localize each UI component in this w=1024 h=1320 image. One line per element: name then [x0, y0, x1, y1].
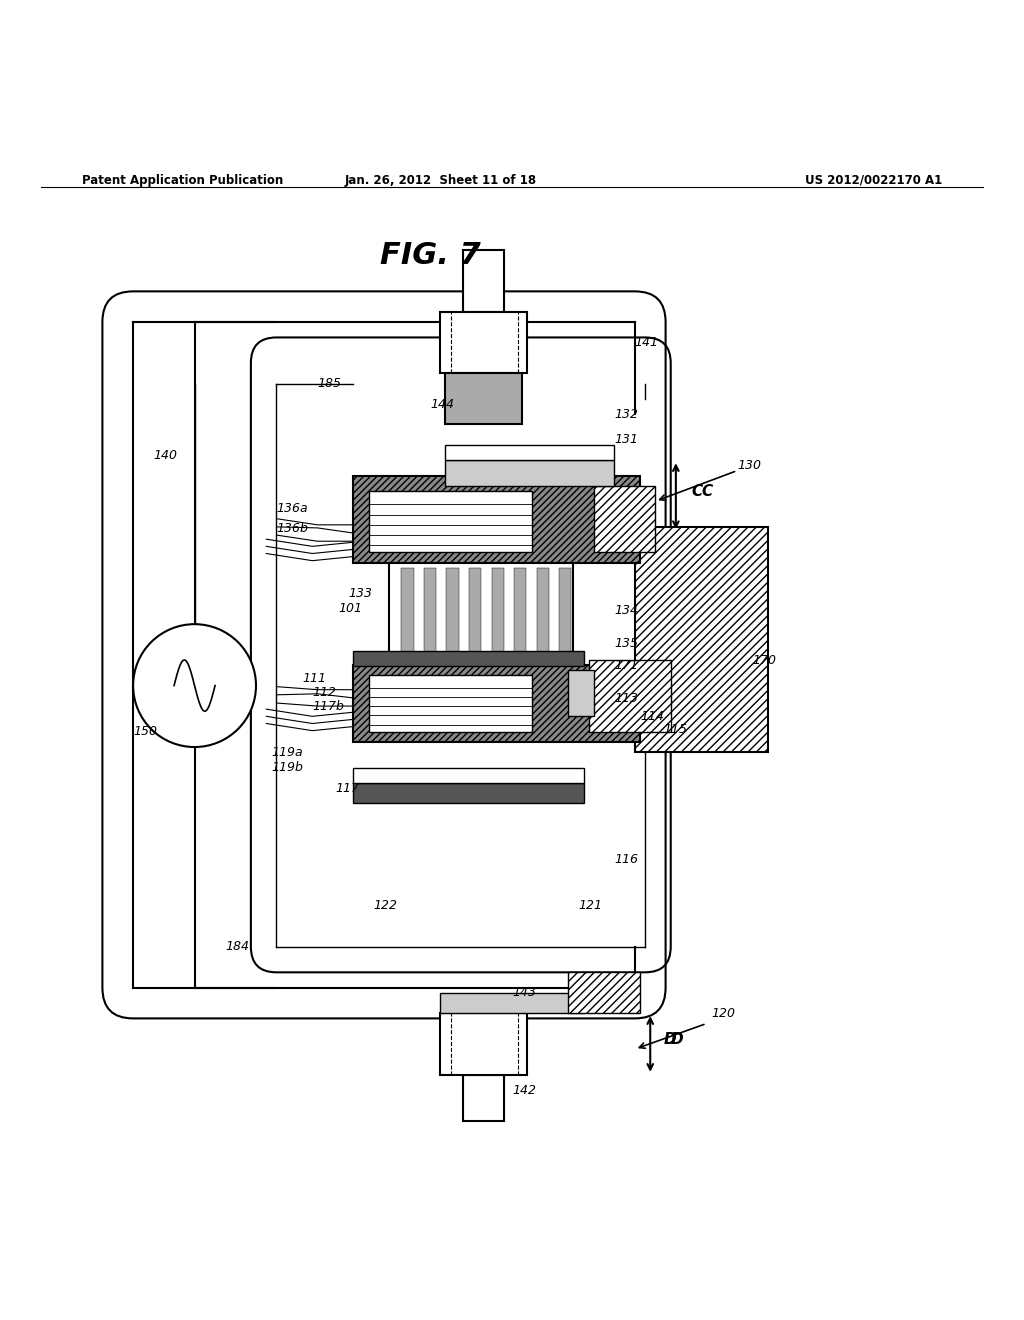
Text: 111: 111 [302, 672, 326, 685]
Text: 136b: 136b [276, 523, 308, 536]
FancyBboxPatch shape [568, 671, 594, 717]
Text: 185: 185 [317, 378, 341, 389]
Text: 133: 133 [348, 587, 372, 599]
FancyBboxPatch shape [445, 374, 522, 425]
FancyBboxPatch shape [440, 312, 527, 374]
FancyBboxPatch shape [440, 1014, 527, 1074]
Text: 116: 116 [614, 853, 638, 866]
FancyBboxPatch shape [445, 461, 614, 486]
Text: 143: 143 [512, 986, 536, 999]
Text: C: C [691, 484, 702, 499]
Text: 150: 150 [133, 725, 157, 738]
Text: 136a: 136a [276, 502, 308, 515]
Text: 141: 141 [635, 337, 658, 348]
FancyBboxPatch shape [568, 973, 640, 1014]
Text: 101: 101 [338, 602, 361, 615]
Text: 144: 144 [430, 397, 454, 411]
FancyBboxPatch shape [369, 491, 532, 553]
Text: 142: 142 [512, 1084, 536, 1097]
Text: Jan. 26, 2012  Sheet 11 of 18: Jan. 26, 2012 Sheet 11 of 18 [344, 174, 537, 186]
FancyBboxPatch shape [559, 568, 571, 660]
Text: 132: 132 [614, 408, 638, 421]
Text: US 2012/0022170 A1: US 2012/0022170 A1 [805, 174, 942, 186]
FancyBboxPatch shape [353, 651, 584, 667]
Text: 112: 112 [312, 686, 336, 700]
Text: 121: 121 [579, 899, 602, 912]
FancyBboxPatch shape [635, 527, 768, 752]
FancyBboxPatch shape [469, 568, 481, 660]
FancyBboxPatch shape [389, 562, 573, 665]
FancyBboxPatch shape [514, 568, 526, 660]
Text: D: D [671, 1032, 683, 1047]
Text: 170: 170 [753, 653, 776, 667]
FancyBboxPatch shape [537, 568, 549, 660]
FancyBboxPatch shape [446, 568, 459, 660]
FancyBboxPatch shape [353, 767, 584, 783]
Text: 115: 115 [664, 723, 687, 737]
Text: 131: 131 [614, 433, 638, 446]
Text: FIG. 7: FIG. 7 [380, 242, 480, 271]
Text: 119b: 119b [271, 762, 303, 774]
Text: 184: 184 [225, 940, 249, 953]
FancyBboxPatch shape [369, 676, 532, 731]
FancyBboxPatch shape [424, 568, 436, 660]
Circle shape [133, 624, 256, 747]
FancyBboxPatch shape [463, 251, 504, 312]
FancyBboxPatch shape [440, 993, 584, 1014]
FancyBboxPatch shape [589, 660, 671, 731]
FancyBboxPatch shape [401, 568, 414, 660]
Text: 171: 171 [614, 659, 638, 672]
FancyBboxPatch shape [353, 783, 584, 804]
Text: 117b: 117b [312, 700, 344, 713]
FancyBboxPatch shape [594, 486, 655, 553]
Text: D: D [664, 1032, 676, 1047]
Ellipse shape [461, 507, 645, 548]
Text: 140: 140 [154, 449, 177, 462]
Text: 122: 122 [374, 899, 397, 912]
Text: 130: 130 [737, 459, 761, 473]
Text: Patent Application Publication: Patent Application Publication [82, 174, 284, 186]
FancyBboxPatch shape [353, 475, 640, 562]
Text: C: C [701, 484, 713, 499]
Text: 119a: 119a [271, 746, 303, 759]
FancyBboxPatch shape [463, 1074, 504, 1121]
Text: 135: 135 [614, 638, 638, 651]
Text: 120: 120 [712, 1007, 735, 1020]
Text: 134: 134 [614, 605, 638, 618]
Text: 117: 117 [336, 781, 359, 795]
Text: 114: 114 [640, 710, 664, 723]
FancyBboxPatch shape [353, 665, 640, 742]
FancyBboxPatch shape [445, 445, 614, 461]
Text: 113: 113 [614, 693, 638, 705]
FancyBboxPatch shape [492, 568, 504, 660]
